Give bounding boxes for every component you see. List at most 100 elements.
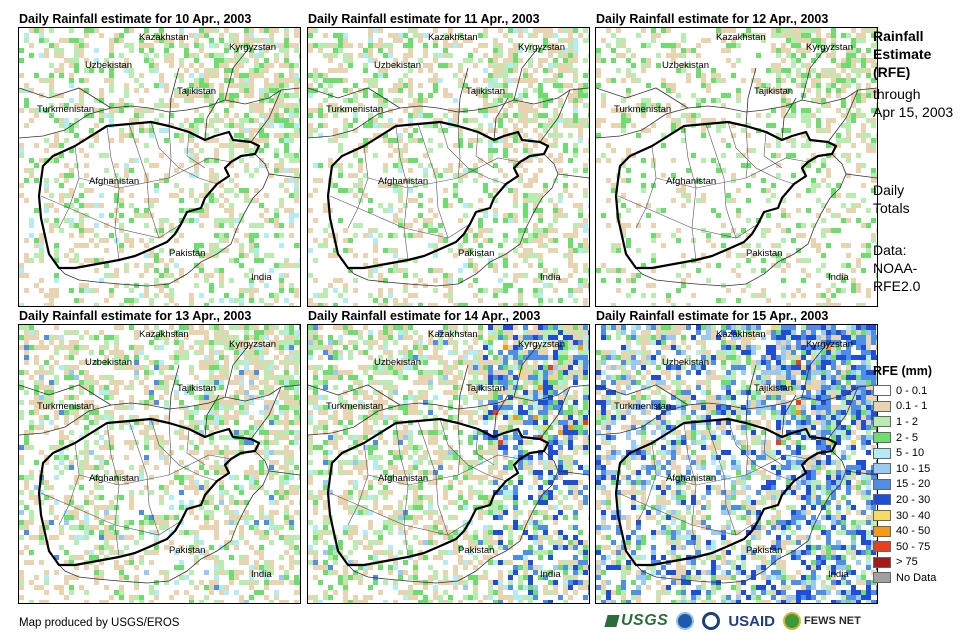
rain-cell [796, 193, 801, 198]
rain-cell [229, 435, 234, 440]
rain-cell [84, 173, 89, 178]
rain-cell [503, 303, 508, 306]
rain-cell [234, 58, 239, 63]
rain-cell [284, 445, 289, 450]
rain-cell [651, 303, 656, 306]
rain-cell [259, 340, 264, 345]
pakistan-border [58, 450, 270, 584]
rain-cell [279, 410, 284, 415]
rain-cell [179, 480, 184, 485]
rain-cell [219, 490, 224, 495]
rain-cell [503, 113, 508, 118]
rain-cell [578, 335, 583, 340]
rain-cell [876, 78, 877, 83]
rain-cell [348, 340, 353, 345]
rain-cell [164, 138, 169, 143]
rain-cell [164, 545, 169, 550]
rain-cell [254, 128, 259, 133]
rain-cell [129, 203, 134, 208]
rain-cell [636, 108, 641, 113]
rain-cell [84, 163, 89, 168]
rain-cell [239, 88, 244, 93]
rain-cell [54, 555, 59, 560]
rain-cell [766, 298, 771, 303]
rain-cell [89, 555, 94, 560]
rain-cell [59, 450, 64, 455]
rain-cell [676, 68, 681, 73]
rain-cell [224, 113, 229, 118]
rain-cell [498, 168, 503, 173]
rain-cell [254, 370, 259, 375]
rain-cell [274, 325, 279, 330]
rain-cell [538, 123, 543, 128]
rain-cell [259, 545, 264, 550]
rain-cell [199, 253, 204, 258]
rain-cell [478, 233, 483, 238]
rain-cell [214, 365, 219, 370]
rain-cell [259, 430, 264, 435]
rain-cell [269, 470, 274, 475]
rain-cell [234, 68, 239, 73]
province-boundary [457, 125, 461, 179]
rain-cell [731, 38, 736, 43]
rain-cell [523, 213, 528, 218]
rain-cell [154, 530, 159, 535]
rain-cell [169, 505, 174, 510]
rain-cell [174, 550, 179, 555]
rain-cell [124, 420, 129, 425]
rain-cell [234, 410, 239, 415]
rain-cell [781, 68, 786, 73]
rain-cell [104, 385, 109, 390]
rain-cell [796, 38, 801, 43]
rain-cell [651, 103, 656, 108]
rain-cell [219, 238, 224, 243]
rain-cell [274, 380, 279, 385]
panel-title: Daily Rainfall estimate for 11 Apr., 200… [308, 12, 540, 26]
rain-cell [29, 173, 34, 178]
rain-cell [124, 283, 129, 288]
rain-cell [69, 218, 74, 223]
rain-cell [159, 248, 164, 253]
rain-cell [244, 288, 249, 293]
rain-cell [578, 325, 583, 330]
rain-cell [214, 233, 219, 238]
afghanistan-border [37, 417, 261, 567]
rain-cell [44, 138, 49, 143]
rain-cell [49, 78, 54, 83]
rain-cell [239, 560, 244, 565]
rain-cell [279, 223, 284, 228]
rain-cell [79, 385, 84, 390]
rain-cell [333, 33, 338, 38]
rain-cell [219, 53, 224, 58]
rain-cell [44, 53, 49, 58]
rain-cell [294, 430, 299, 435]
rain-cell [84, 385, 89, 390]
rain-cell [224, 365, 229, 370]
rain-cell [403, 288, 408, 293]
rain-cell [398, 133, 403, 138]
rain-cell [209, 390, 214, 395]
rain-cell [44, 345, 49, 350]
rain-cell [149, 370, 154, 375]
rain-cell [149, 360, 154, 365]
rain-cell [616, 278, 621, 283]
rain-cell [691, 118, 696, 123]
rain-cell [49, 63, 54, 68]
rain-cell [568, 233, 573, 238]
rain-cell [179, 208, 184, 213]
rain-cell [413, 283, 418, 288]
rain-cell [164, 263, 169, 268]
rain-cell [518, 33, 523, 38]
rain-cell [39, 380, 44, 385]
rain-cell [194, 108, 199, 113]
rain-cell [224, 43, 229, 48]
rain-cell [109, 88, 114, 93]
rain-cell [736, 263, 741, 268]
rain-cell [606, 143, 611, 148]
rain-cell [74, 365, 79, 370]
rain-cell [34, 178, 39, 183]
rain-cell [333, 48, 338, 53]
rain-cell [299, 395, 300, 400]
rain-cell [691, 293, 696, 298]
rain-cell [119, 188, 124, 193]
